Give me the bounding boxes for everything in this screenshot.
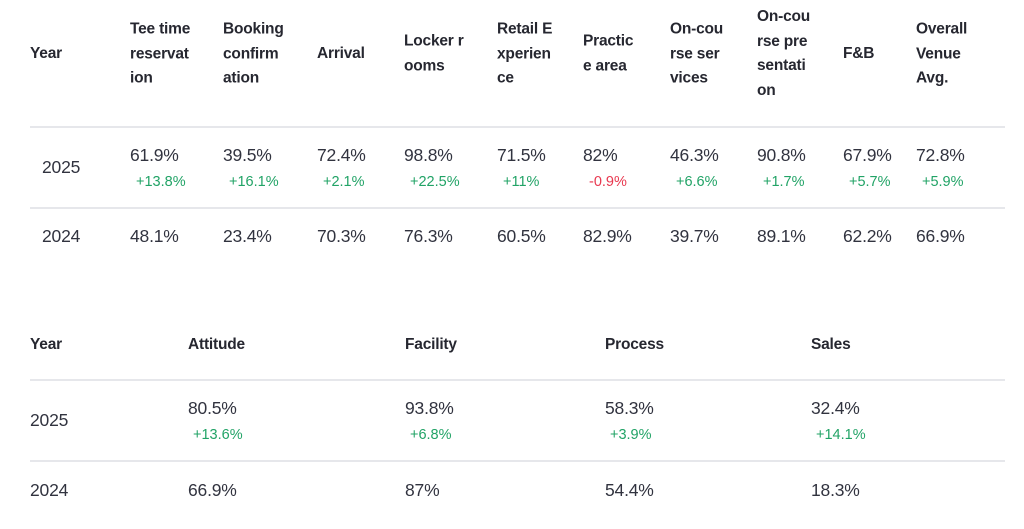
delta-badge: +3.9% [610,427,652,443]
value-cell: 90.8% [757,145,806,165]
value-cell: 54.4% [605,480,654,500]
value-cell: 70.3% [317,226,366,246]
value-cell: 89.1% [757,226,806,246]
year-cell: 2025 [30,410,69,430]
column-header: Locker r ooms [404,32,464,75]
value-cell: 93.8% [405,398,454,418]
delta-badge: +11% [503,174,540,190]
column-header: Year [30,44,62,62]
delta-badge: +14.1% [816,427,866,443]
column-header: Booking confirm ation [223,20,284,87]
value-cell: 71.5% [497,145,546,165]
value-cell: 82.9% [583,226,632,246]
column-header: Overall Venue Avg. [916,20,968,87]
value-cell: 32.4% [811,398,860,418]
value-cell: 46.3% [670,145,719,165]
value-cell: 61.9% [130,145,179,165]
column-header: Sales [811,335,851,353]
delta-badge: +22.5% [410,174,460,190]
value-cell: 39.5% [223,145,272,165]
column-header: Process [605,335,664,353]
column-header: Year [30,335,62,353]
value-cell: 23.4% [223,226,272,246]
column-header: Facility [405,335,457,353]
row-divider [30,207,1005,209]
delta-badge: +13.6% [193,427,243,443]
value-cell: 58.3% [605,398,654,418]
value-cell: 72.4% [317,145,366,165]
delta-badge: -0.9% [589,174,627,190]
column-header: On-cou rse pre sentati on [757,8,811,99]
value-cell: 67.9% [843,145,892,165]
delta-badge: +16.1% [229,174,279,190]
row-divider [30,379,1005,381]
value-cell: 62.2% [843,226,892,246]
column-header: Practic e area [583,32,634,75]
year-cell: 2024 [42,226,81,246]
delta-badge: +5.7% [849,174,891,190]
value-cell: 18.3% [811,480,860,500]
column-header: F&B [843,44,875,62]
delta-badge: +13.8% [136,174,186,190]
value-cell: 98.8% [404,145,453,165]
value-cell: 76.3% [404,226,453,246]
column-header: On-cou rse ser vices [670,20,724,87]
value-cell: 87% [405,480,440,500]
value-cell: 60.5% [497,226,546,246]
year-cell: 2025 [42,157,81,177]
delta-badge: +5.9% [922,174,964,190]
value-cell: 80.5% [188,398,237,418]
row-divider [30,126,1005,128]
value-cell: 72.8% [916,145,965,165]
year-cell: 2024 [30,480,69,500]
value-cell: 66.9% [916,226,965,246]
delta-badge: +6.6% [676,174,718,190]
column-header: Tee time reservat ion [130,20,191,87]
delta-badge: +6.8% [410,427,452,443]
delta-badge: +1.7% [763,174,805,190]
delta-badge: +2.1% [323,174,365,190]
row-divider [30,460,1005,462]
value-cell: 39.7% [670,226,719,246]
column-header: Arrival [317,44,365,62]
column-header: Attitude [188,335,245,353]
value-cell: 82% [583,145,618,165]
column-header: Retail E xperien ce [497,20,553,87]
value-cell: 48.1% [130,226,179,246]
value-cell: 66.9% [188,480,237,500]
